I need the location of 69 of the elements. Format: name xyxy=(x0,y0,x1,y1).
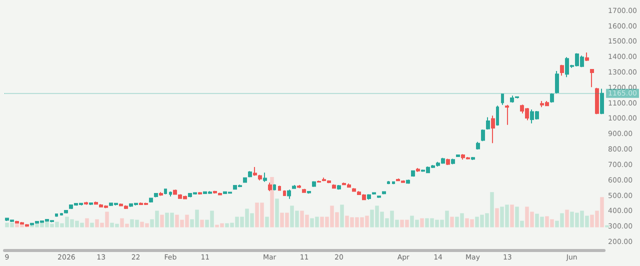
candlestick xyxy=(332,184,336,189)
candlestick xyxy=(501,94,504,106)
candlestick xyxy=(555,70,559,94)
candlestick xyxy=(94,201,98,205)
candlestick xyxy=(169,190,172,198)
candlestick xyxy=(387,180,390,185)
candlestick xyxy=(585,52,589,62)
bar xyxy=(160,214,164,228)
candlestick xyxy=(55,213,58,218)
bar xyxy=(420,218,424,228)
candlestick xyxy=(505,104,509,126)
bar xyxy=(495,208,499,228)
candlestick xyxy=(560,64,564,76)
candlestick xyxy=(302,188,306,194)
candlestick xyxy=(377,195,381,198)
candlestick xyxy=(471,156,475,161)
bar xyxy=(200,220,204,228)
candlestick xyxy=(263,172,267,182)
candlestick xyxy=(406,179,410,184)
candlestick xyxy=(248,170,252,178)
candlestick xyxy=(164,188,167,195)
candlestick xyxy=(159,192,163,196)
bar xyxy=(90,222,94,228)
candlestick xyxy=(60,212,63,216)
candlestick xyxy=(382,190,386,195)
bar xyxy=(275,198,279,228)
bar xyxy=(450,216,454,228)
candlestick xyxy=(392,181,395,185)
candlestick xyxy=(411,170,415,178)
candlestick xyxy=(590,68,594,88)
candlestick xyxy=(496,105,499,126)
candlestick xyxy=(317,180,321,184)
candlestick xyxy=(297,184,301,189)
candlestick xyxy=(312,180,316,188)
candlestick xyxy=(84,201,88,206)
candlestick xyxy=(218,192,222,196)
candlestick xyxy=(213,190,217,194)
candlestick xyxy=(456,154,460,158)
candlestick xyxy=(149,198,153,204)
candlestick xyxy=(595,87,599,115)
candlestick xyxy=(337,184,341,190)
bar xyxy=(265,216,269,228)
candlestick xyxy=(372,192,376,196)
candlestick xyxy=(307,190,311,194)
candlestick xyxy=(476,141,480,150)
candlestick xyxy=(481,129,485,142)
candlestick xyxy=(173,189,177,195)
candlestick xyxy=(451,158,455,165)
candlestick xyxy=(283,190,286,196)
candlestick xyxy=(446,158,450,166)
candlestick xyxy=(416,168,420,172)
candlestick xyxy=(278,185,281,191)
candlestick xyxy=(600,88,604,115)
candlestick xyxy=(198,192,202,196)
candlestick xyxy=(64,210,68,214)
candlestick xyxy=(287,189,291,200)
bar xyxy=(510,204,514,228)
candlestick xyxy=(154,192,158,198)
candlestick xyxy=(550,92,554,104)
candlestick xyxy=(367,194,371,200)
bar xyxy=(270,177,274,228)
candlestick xyxy=(292,184,296,190)
candlestick xyxy=(486,116,490,130)
bar xyxy=(85,218,89,228)
candlestick xyxy=(243,177,247,184)
candlestick xyxy=(491,115,495,144)
bar xyxy=(340,204,344,228)
bar xyxy=(565,210,569,228)
candlestick xyxy=(89,202,93,206)
